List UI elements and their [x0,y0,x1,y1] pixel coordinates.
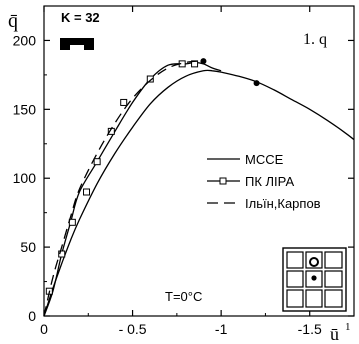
series-marker-lira [93,158,101,166]
section-symbol [60,38,94,50]
series-marker-lira [146,75,154,83]
y-tick-label: 50 [20,239,36,255]
x-tick-label: 0 [40,321,48,337]
x-axis-label-sup: 1 [345,321,351,333]
x-tick-label: -1.5 [298,321,322,337]
x-axis-ticks: 0 - 0.5 -1 -1.5 [40,6,322,337]
legend-label-ilin: Ільїн,Карпов [245,196,321,211]
inset-load-node-filled [311,275,317,281]
legend-label-lira: ПК ЛІРА [245,174,294,189]
legend: МССЕ ПК ЛІРА Ільїн,Карпов [207,152,321,211]
x-tick-label: -1 [215,321,228,337]
y-tick-label: 0 [28,308,36,324]
y-tick-label: 100 [13,170,37,186]
k-label: K = 32 [61,10,100,25]
plot-frame [43,5,355,317]
series-marker-lira [120,98,128,106]
inset-load-node-open [309,257,319,267]
y-axis-ticks: 0 50 100 150 200 [13,32,354,324]
series-marker-lira [83,188,91,196]
x-tick-label: - 0.5 [119,321,147,337]
y-tick-label: 200 [13,32,37,48]
series-marker-lira [68,218,76,226]
y-tick-label: 150 [13,101,37,117]
grid-inset-diagram [282,247,347,312]
highlight-point [253,80,260,87]
temperature-label: T=0°C [165,289,202,304]
series-line-lira [43,61,222,317]
plot-id: 1. q [303,31,327,48]
series-layer [43,58,355,317]
series-line-mcce [43,69,355,317]
y-axis-label: q̄ [8,10,18,32]
highlight-point [200,58,207,65]
x-axis-label: ū [330,324,339,344]
legend-marker-lira [219,177,227,185]
series-line-ilin [43,60,200,317]
legend-label-mcce: МССЕ [245,152,284,167]
series-marker-lira [58,250,66,258]
